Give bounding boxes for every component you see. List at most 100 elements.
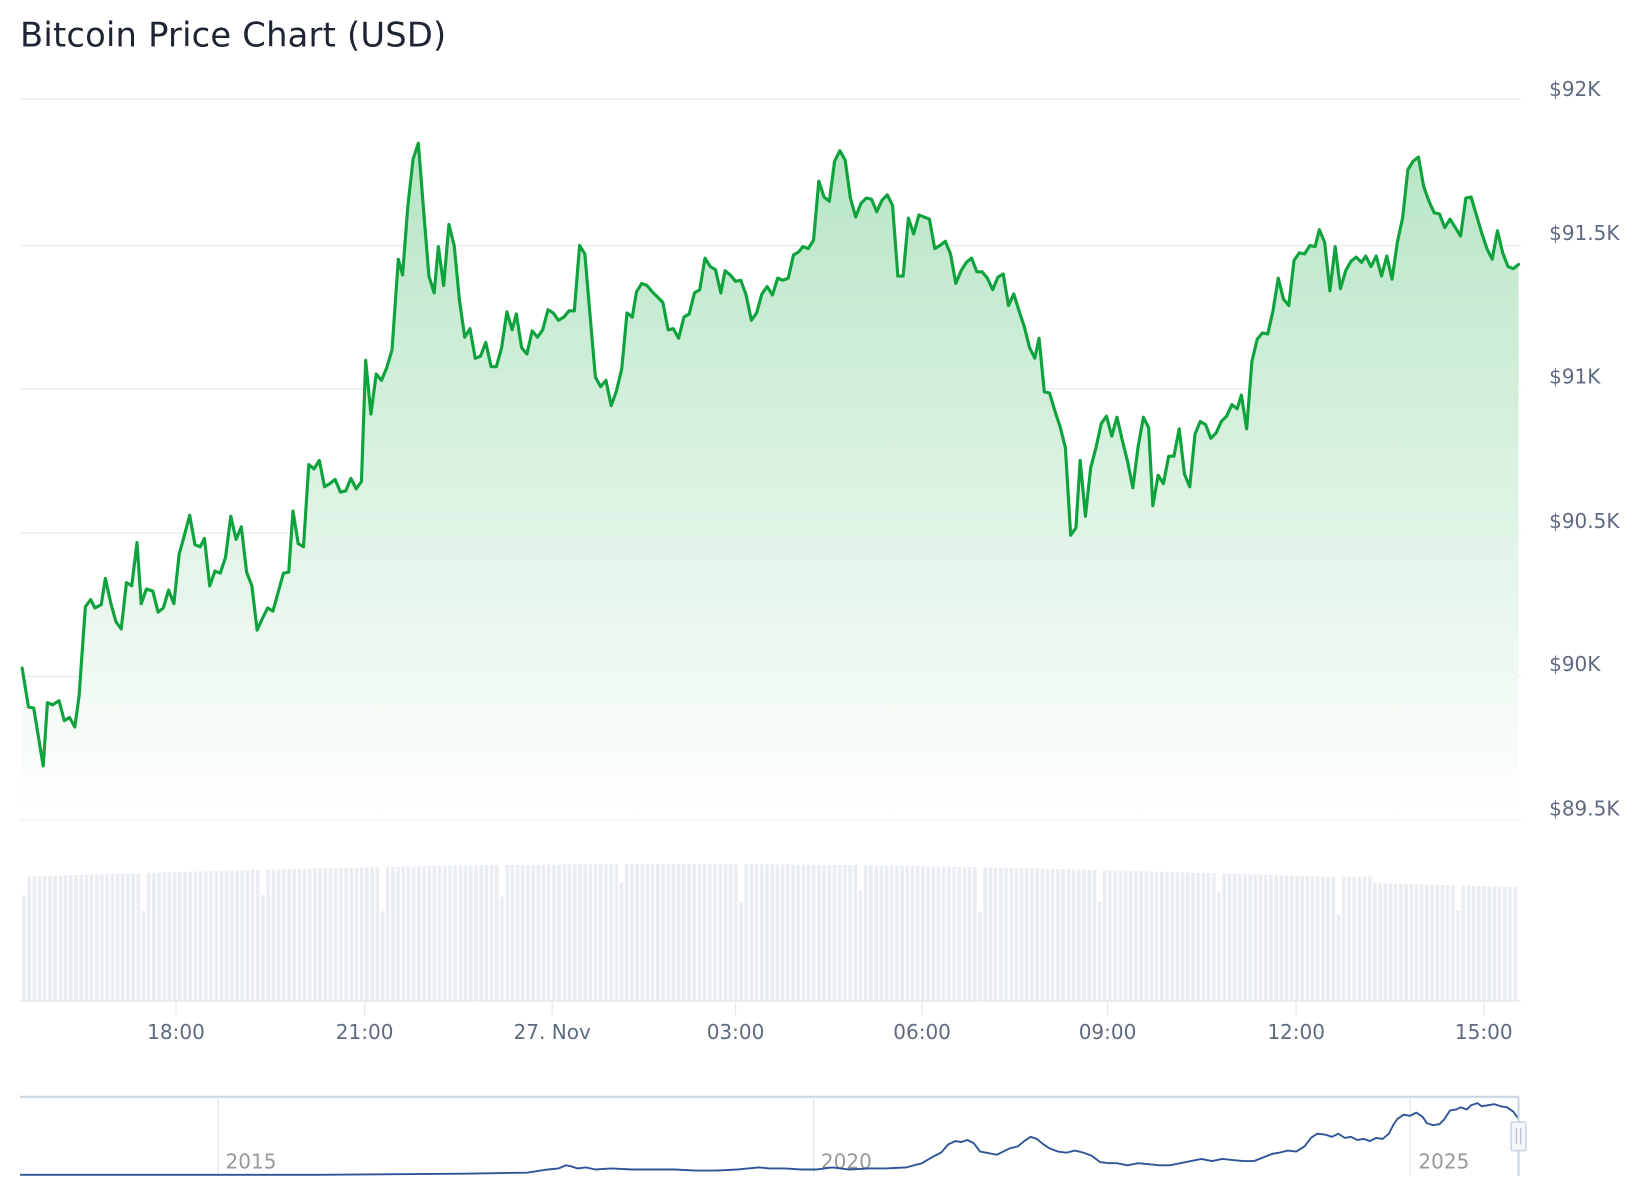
volume-bar [302, 868, 307, 1001]
volume-bar [728, 864, 733, 1001]
volume-bar [1289, 875, 1294, 1001]
volume-bar [780, 864, 785, 1001]
handle-box[interactable] [1510, 1121, 1527, 1152]
x-label: 03:00 [707, 1020, 765, 1044]
volume-bar [188, 871, 193, 1001]
volume-bar [863, 865, 868, 1001]
volume-bar [993, 867, 998, 1001]
volume-bar [1471, 885, 1476, 1002]
volume-bar [406, 866, 411, 1001]
volume-bar [84, 874, 89, 1001]
volume-bar [1331, 876, 1336, 1001]
volume-bar [702, 863, 707, 1001]
volume-bar [562, 864, 567, 1001]
volume-bar [178, 871, 182, 1001]
volume-bar [1295, 875, 1299, 1001]
y-label: $90.5K [1549, 509, 1620, 533]
volume-bar [749, 864, 754, 1001]
volume-bar [1024, 868, 1029, 1001]
volume-bar [588, 864, 593, 1001]
volume-bar [962, 866, 967, 1001]
navigator-grid [217, 1096, 1411, 1176]
volume-bar [307, 868, 312, 1001]
volume-bar [640, 863, 645, 1001]
volume-bar [94, 874, 99, 1001]
volume-bar [1082, 869, 1086, 1001]
volume-bar [1217, 892, 1221, 1001]
volume-bar [354, 867, 359, 1001]
volume-bar [468, 865, 473, 1001]
volume-bar [759, 864, 764, 1001]
volume-bar [411, 866, 416, 1001]
volume-bar [1440, 884, 1445, 1001]
volume-bar [1237, 873, 1242, 1001]
volume-bar [235, 870, 239, 1001]
volume-bar [1211, 873, 1216, 1001]
volume-bar [339, 867, 343, 1001]
volume-bar [1466, 885, 1471, 1001]
volume-bar [1362, 876, 1367, 1001]
volume-bar [957, 866, 962, 1001]
navigator-label: 2015 [226, 1149, 277, 1173]
volume-bar [453, 865, 458, 1001]
volume-bar [978, 911, 982, 1001]
volume-bar [1050, 868, 1055, 1001]
volume-bar [681, 863, 686, 1001]
x-label: 27. Nov [514, 1020, 591, 1044]
volume-bar [344, 867, 348, 1001]
volume-bar [1300, 875, 1305, 1001]
x-label: 18:00 [147, 1020, 205, 1044]
volume-bar [271, 869, 276, 1001]
volume-bar [214, 870, 219, 1001]
price-series[interactable] [20, 141, 1521, 820]
navigator[interactable]: 2015 2020 2025 [20, 1095, 1527, 1176]
volume-bar [432, 866, 437, 1001]
y-label: $90K [1549, 652, 1601, 676]
volume-bar [1492, 886, 1497, 1001]
y-axis: $92K $91.5K $91K $90.5K $90K $89.5K [1549, 77, 1620, 821]
volume-bar [1425, 884, 1429, 1001]
volume-bar [1154, 871, 1159, 1001]
volume-bar [827, 864, 832, 1001]
volume-bar [152, 872, 156, 1001]
volume-bar [58, 875, 63, 1001]
volume-bar [941, 866, 946, 1001]
volume-bar [988, 867, 993, 1001]
volume-bar [1160, 871, 1164, 1001]
volume-bar [578, 864, 582, 1001]
volume-bar [1128, 870, 1133, 1001]
volume-bar [572, 864, 577, 1001]
x-label: 21:00 [336, 1020, 394, 1044]
volume-bar [1056, 869, 1060, 1001]
page-title: Bitcoin Price Chart (USD) [20, 14, 447, 55]
volume-bar [1341, 876, 1346, 1001]
volume-bar [739, 902, 743, 1001]
volume-bar [74, 875, 78, 1001]
volume-bar [889, 865, 894, 1001]
volume-bar [448, 865, 452, 1001]
volume-bar [375, 867, 380, 1001]
volume-bar [1222, 873, 1227, 1001]
volume-bar [385, 866, 390, 1001]
volume-bar [1248, 874, 1253, 1001]
volume-bar [687, 863, 691, 1001]
volume-bar [1269, 874, 1273, 1001]
price-line[interactable] [20, 141, 1521, 768]
volume-bar [1388, 883, 1393, 1001]
volume-bar [120, 873, 125, 1001]
volume-bar [1087, 869, 1091, 1001]
volume-bar [203, 871, 208, 1001]
volume-bar [1014, 868, 1019, 1001]
volume-bar [1373, 883, 1377, 1001]
volume-bar [661, 863, 665, 1001]
volume-bar [458, 865, 463, 1001]
volume-bar [157, 872, 161, 1001]
volume-bar [68, 875, 73, 1001]
volume-bar [1284, 875, 1289, 1001]
volume-bar [1134, 871, 1138, 1001]
volume-bar [1092, 869, 1097, 1001]
volume-bar [1076, 869, 1081, 1001]
navigator-handle[interactable] [1510, 1121, 1527, 1152]
volume-bar [318, 868, 323, 1001]
